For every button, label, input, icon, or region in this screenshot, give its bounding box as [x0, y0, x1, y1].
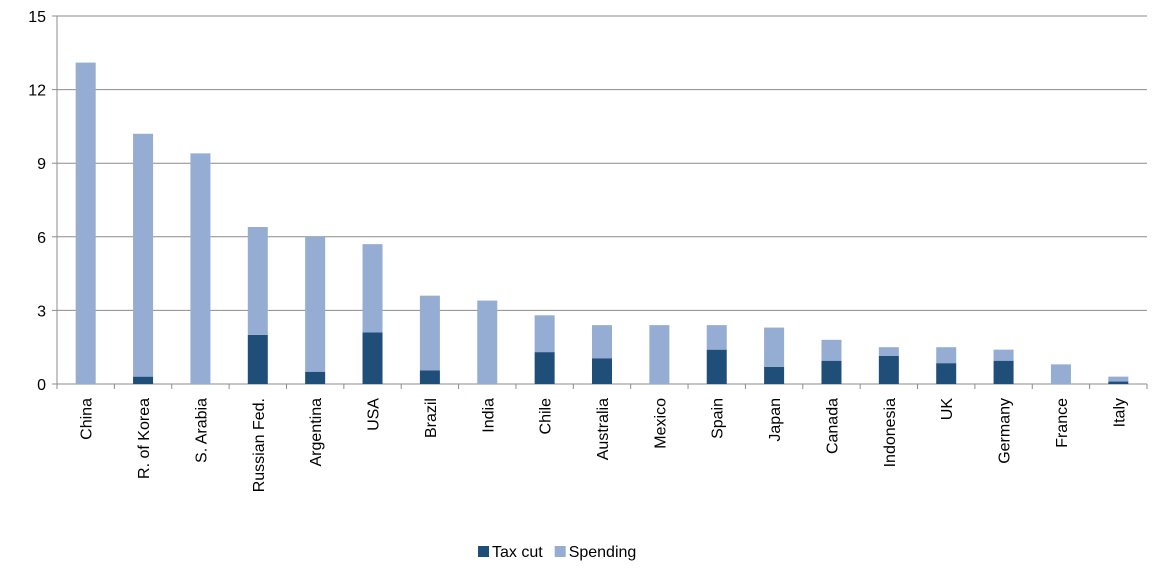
bar-spending: [878, 347, 899, 356]
bar-tax-cut: [993, 360, 1014, 384]
bar-tax-cut: [419, 370, 440, 384]
y-tick-label: 9: [37, 156, 46, 173]
y-tick-label: 12: [28, 83, 46, 100]
bar-tax-cut: [936, 363, 957, 384]
legend-swatch: [554, 546, 566, 557]
legend-swatch: [478, 546, 489, 557]
x-tick-label: Japan: [767, 398, 784, 442]
legend: Tax cut Spending: [478, 544, 636, 561]
x-tick-label: Mexico: [652, 398, 669, 449]
legend-label: Spending: [569, 544, 637, 561]
x-tick-label: India: [480, 398, 497, 433]
bar-tax-cut: [764, 366, 785, 384]
gridlines: [57, 15, 1147, 311]
x-tick-label: R. of Korea: [136, 398, 153, 479]
legend-label: Tax cut: [492, 544, 543, 561]
bar-tax-cut: [821, 360, 842, 384]
bar-tax-cut: [133, 376, 154, 384]
y-tick-label: 15: [28, 9, 46, 26]
x-tick-label: Germany: [997, 398, 1014, 464]
bar-tax-cut: [305, 371, 326, 384]
bar-spending: [936, 347, 957, 364]
bar-spending: [305, 236, 326, 372]
bar-spending: [477, 300, 498, 384]
x-tick-label: Russian Fed.: [251, 398, 268, 492]
bar-spending: [649, 325, 670, 384]
x-tick-label: Canada: [824, 398, 841, 454]
bar-tax-cut: [247, 334, 268, 384]
bar-spending: [1108, 376, 1129, 382]
bar-spending: [821, 339, 842, 361]
y-tick-label: 3: [37, 303, 46, 320]
bar-tax-cut: [592, 358, 612, 384]
bar-spending: [592, 325, 612, 359]
x-tick-label: Italy: [1111, 398, 1128, 427]
bar-spending: [534, 315, 555, 353]
bar-tax-cut: [706, 349, 727, 384]
x-tick-labels: China R. of Korea S. Arabia Russian Fed. Arg…: [79, 398, 1129, 493]
x-tick-label: Argentina: [308, 398, 325, 467]
bar-spending: [190, 153, 211, 384]
bars: [75, 62, 1129, 384]
bar-spending: [247, 226, 268, 335]
x-tick-label: France: [1054, 398, 1071, 448]
bar-spending: [764, 327, 785, 367]
bar-tax-cut: [362, 332, 383, 384]
bar-spending: [133, 133, 154, 377]
x-tick-label: UK: [939, 398, 956, 421]
y-tick-label: 0: [37, 377, 46, 394]
bar-spending: [419, 295, 440, 371]
bar-spending: [993, 349, 1014, 361]
bar-spending: [362, 244, 383, 333]
bar-tax-cut: [1108, 381, 1129, 384]
bar-spending: [1050, 364, 1071, 384]
x-tick-label: Chile: [538, 398, 555, 435]
y-tick-labels: 0 3 6 9 12 15: [28, 9, 46, 394]
bar-spending: [706, 325, 727, 350]
bar-spending: [75, 62, 96, 384]
x-tick-label: Brazil: [423, 398, 440, 438]
y-tick-label: 6: [37, 230, 46, 247]
x-tick-label: Australia: [595, 398, 612, 460]
x-tick-label: China: [79, 398, 96, 440]
bar-tax-cut: [878, 355, 899, 384]
x-tick-label: Spain: [710, 398, 727, 439]
x-tick-label: Indonesia: [882, 398, 899, 467]
x-tick-label: USA: [366, 398, 383, 431]
x-tick-label: S. Arabia: [193, 398, 210, 463]
bar-tax-cut: [534, 352, 555, 384]
